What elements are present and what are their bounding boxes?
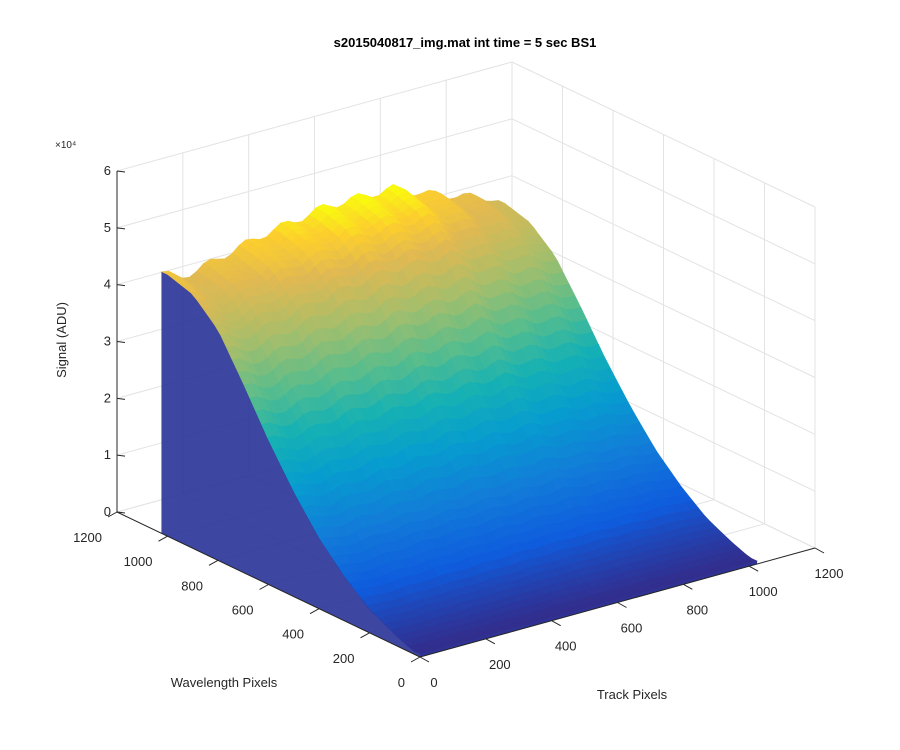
x-tick-label: 0 (430, 675, 437, 690)
chart-title: s2015040817_img.mat int time = 5 sec BS1 (334, 35, 597, 50)
z-tick-label: 4 (104, 277, 111, 292)
x-tick-label: 800 (686, 602, 708, 617)
x-tick-mark (485, 638, 496, 645)
y-tick-label: 1000 (124, 554, 153, 569)
x-tick-label: 600 (621, 621, 643, 636)
y-tick-label: 600 (232, 603, 254, 618)
y-tick-label: 200 (333, 651, 355, 666)
surface-patch (413, 649, 428, 655)
grid-line-z-back-left (116, 118, 513, 229)
y-tick-mark (259, 584, 269, 590)
z-tick-mark (116, 170, 126, 173)
y-tick-mark (410, 656, 421, 663)
z-tick-mark (116, 284, 126, 287)
y-tick-mark (158, 535, 168, 542)
x-tick-mark (748, 565, 759, 572)
x-tick-mark (551, 620, 561, 627)
x-axis-label: Track Pixels (597, 687, 668, 702)
surface-left-wall (161, 271, 420, 657)
surface-front-wall (420, 561, 758, 657)
tick-labels: 0200400600800100012000200400600800100012… (73, 163, 843, 690)
grid-line-z-back-left (116, 61, 513, 172)
axes (107, 170, 825, 663)
x-tick-label: 200 (489, 657, 511, 672)
y-tick-mark (360, 632, 370, 639)
x-tick-mark (814, 547, 825, 554)
grid-line-z-back-right (511, 175, 816, 322)
z-tick-mark (116, 454, 126, 457)
y-tick-label: 1200 (73, 530, 102, 545)
x-tick-mark (419, 656, 430, 663)
y-axis-label: Wavelength Pixels (171, 675, 278, 690)
z-tick-mark (116, 227, 126, 230)
y-tick-mark (107, 511, 118, 518)
z-tick-label: 0 (104, 504, 111, 519)
z-axis-label: Signal (ADU) (54, 302, 69, 378)
z-tick-label: 3 (104, 334, 111, 349)
y-tick-label: 800 (181, 578, 203, 593)
x-tick-label: 400 (555, 639, 577, 654)
x-tick-label: 1000 (749, 584, 778, 599)
z-tick-label: 2 (104, 390, 111, 405)
x-tick-mark (617, 602, 627, 608)
surface (160, 184, 758, 657)
z-tick-label: 5 (104, 220, 111, 235)
grid-line-z-back-right (511, 232, 816, 378)
y-tick-mark (208, 559, 219, 566)
z-tick-label: 1 (104, 447, 111, 462)
grid-line-z-back-right (511, 61, 816, 208)
z-tick-label: 6 (104, 163, 111, 178)
y-tick-label: 0 (398, 675, 405, 690)
x-tick-mark (683, 583, 693, 590)
z-tick-mark (116, 511, 126, 514)
grid-line-z-back-right (511, 118, 816, 265)
z-tick-mark (116, 397, 126, 400)
y-tick-label: 400 (282, 627, 304, 642)
z-tick-mark (116, 341, 126, 343)
z-multiplier-label: ×10⁴ (55, 140, 76, 151)
y-tick-mark (309, 608, 320, 615)
x-tick-label: 1200 (815, 566, 844, 581)
